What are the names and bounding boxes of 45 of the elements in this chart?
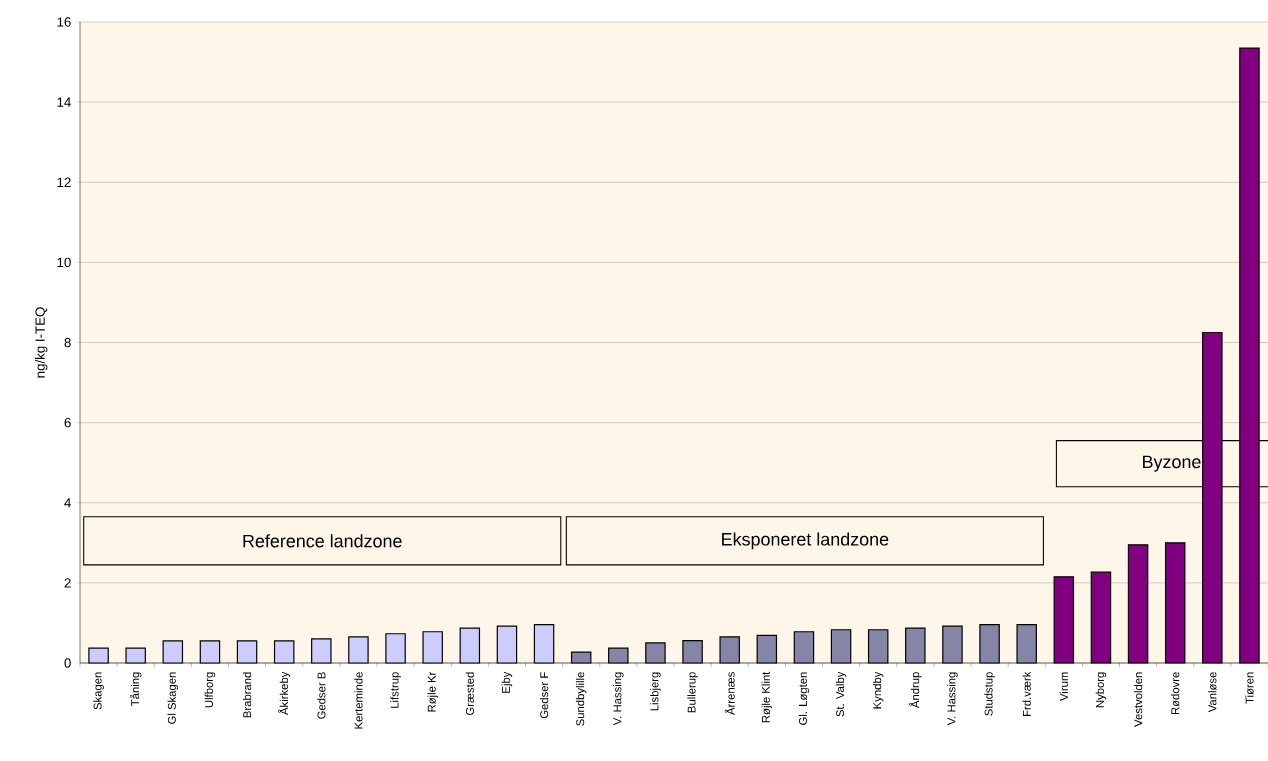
x-tick-label: St. Valby [835, 671, 847, 717]
x-tick-label: Årrenæs [724, 672, 735, 715]
x-tick-label: V. Hassing [947, 672, 958, 726]
x-tick-label: Kyndby [872, 671, 884, 709]
y-tick-label: 14 [57, 97, 71, 107]
x-tick-label: Gedser F [539, 672, 549, 719]
x-tick-label: Åkirkeby [278, 671, 291, 715]
y-tick-label: 10 [57, 257, 71, 268]
x-tick-label: Røjle Kr [427, 671, 438, 712]
x-tick-label: Vanløse [1208, 672, 1217, 713]
x-tick-label: Gl Skagen [167, 672, 179, 724]
x-tick-label: Åndrup [909, 672, 922, 709]
x-tick-label: Tiøren [1245, 672, 1254, 704]
x-tick-label: Røjle Klint [761, 671, 773, 723]
annotation: Reference landzone [243, 534, 402, 548]
y-tick-label: 0 [64, 658, 71, 668]
x-tick-label: Lisbjerg [650, 672, 661, 711]
x-tick-label: Studstup [984, 672, 995, 716]
x-tick-label: Kerteminde [354, 672, 363, 729]
x-tick-label: Vestvolden [1133, 672, 1143, 727]
y-tick-label: 12 [57, 177, 71, 187]
x-tick-label: Virum [1059, 672, 1068, 701]
x-tick-label: Sundbylille [575, 672, 587, 726]
y-tick-label: 8 [64, 337, 71, 348]
x-tick-label: Lifstrup [390, 672, 401, 708]
y-tick-label: 6 [64, 417, 71, 428]
x-tick-label: Tåning [129, 672, 142, 706]
x-tick-label: Bullerup [687, 672, 698, 713]
x-tick-label: Gedser B [317, 672, 326, 719]
x-tick-label: V. Hassing [613, 672, 624, 726]
x-tick-label: Rødovre [1171, 672, 1180, 715]
y-tick-label: 16 [57, 17, 71, 27]
x-tick-label: Brabrand [242, 672, 252, 718]
x-tick-label: Ulfborg [204, 672, 216, 708]
annotation: Byzone [1143, 455, 1201, 472]
annotation: Eksponeret landzone [722, 532, 889, 550]
x-tick-label: Nyborg [1095, 672, 1107, 708]
y-axis-title: ng/kg I-TEQ [35, 307, 48, 378]
x-tick-label: Græsted [465, 672, 474, 716]
y-tick-label: 2 [64, 578, 71, 588]
x-tick-label: Ejby [501, 671, 513, 693]
x-tick-label: Gl. Løgten [798, 672, 810, 725]
y-tick-label: 4 [64, 498, 71, 508]
x-tick-label: Skagen [93, 672, 104, 710]
x-tick-label: Frd.værk [1022, 671, 1031, 716]
